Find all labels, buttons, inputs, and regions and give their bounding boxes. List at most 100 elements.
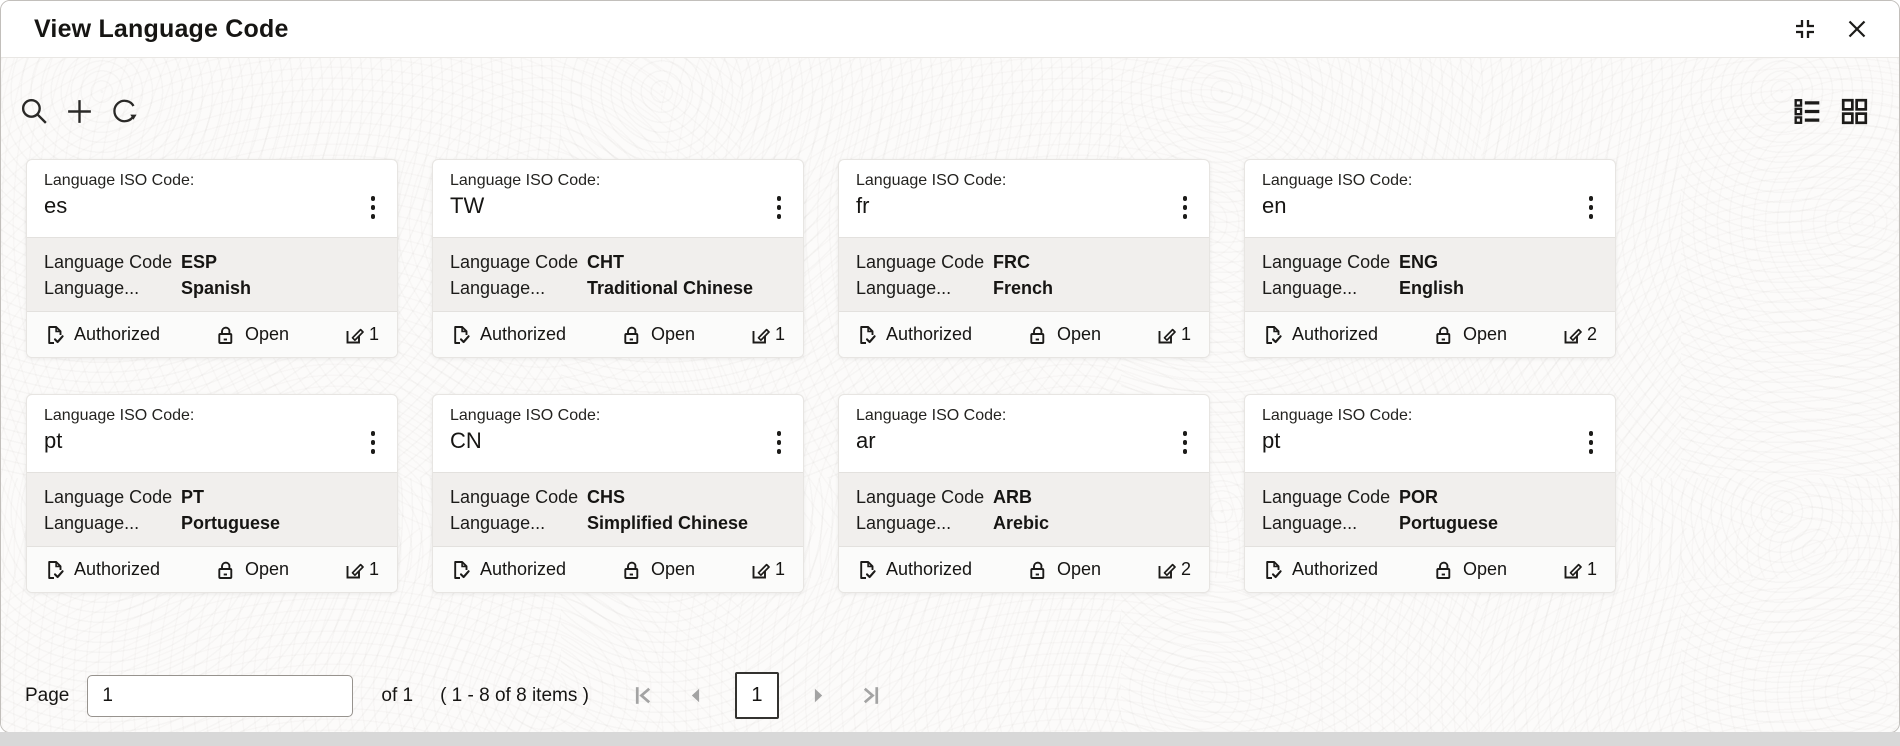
authorized-status: Authorized [1262,324,1378,346]
language-name-value: English [1399,278,1465,298]
authorized-status: Authorized [44,324,160,346]
language-code-label: Language Code [44,487,173,507]
authorized-icon [450,559,472,581]
language-code-label: Language Code [450,252,579,272]
language-card-cn: Language ISO Code: CN Language Code CHS L… [432,394,804,593]
language-name-value: French [993,278,1054,298]
language-code-value: PT [181,487,205,507]
language-name-value: Spanish [181,278,252,298]
iso-code-label: Language ISO Code: [1262,172,1413,189]
iso-code-value: TW [450,193,485,218]
first-page-icon [635,687,651,704]
authorized-icon [44,324,66,346]
previous-page-button[interactable] [682,681,711,710]
collapse-icon [1796,20,1814,38]
language-name-label: Language... [44,278,140,298]
unlock-icon [1433,324,1455,346]
search-button[interactable] [19,96,50,127]
unlock-icon [621,559,643,581]
card-menu-button[interactable] [363,425,384,460]
card-menu-button[interactable] [1175,425,1196,460]
edit-count: 1 [1562,559,1597,581]
language-name-value: Traditional Chinese [587,278,754,298]
language-code-label: Language Code [1262,487,1391,507]
close-button[interactable] [1842,14,1872,44]
search-icon [21,98,47,124]
language-card-fr: Language ISO Code: fr Language Code FRC L… [838,159,1210,358]
edit-icon [1562,324,1584,346]
language-code-value: CHT [587,252,624,272]
card-menu-button[interactable] [1581,425,1602,460]
open-status: Open [1027,324,1101,346]
iso-code-label: Language ISO Code: [44,172,195,189]
language-code-value: ENG [1399,252,1439,272]
list-view-icon [1794,98,1820,124]
last-page-button[interactable] [856,681,885,710]
page-input[interactable] [87,674,354,717]
refresh-button[interactable] [109,96,139,126]
authorized-icon [856,324,878,346]
page-title: View Language Code [34,14,289,43]
iso-code-label: Language ISO Code: [856,172,1007,189]
authorized-status: Authorized [1262,559,1378,581]
iso-code-value: es [44,193,68,218]
edit-count: 1 [750,559,785,581]
iso-code-label: Language ISO Code: [450,407,601,424]
grid-view-button[interactable] [1840,97,1869,126]
first-page-button[interactable] [629,681,658,710]
unlock-icon [621,324,643,346]
open-status: Open [1433,324,1507,346]
pagination-bar: Page of 1 ( 1 - 8 of 8 items ) 1 [25,672,1899,719]
next-page-button[interactable] [803,681,832,710]
open-status: Open [621,324,695,346]
iso-code-value: fr [856,193,870,218]
card-menu-button[interactable] [769,190,790,225]
edit-count: 1 [344,324,379,346]
previous-page-icon [691,688,700,703]
edit-count: 1 [1156,324,1191,346]
edit-icon [344,324,366,346]
authorized-icon [44,559,66,581]
language-code-label: Language Code [856,252,985,272]
iso-code-value: ar [856,428,876,453]
language-name-label: Language... [856,278,952,298]
collapse-button[interactable] [1790,14,1820,44]
language-code-value: FRC [993,252,1030,272]
edit-icon [1562,559,1584,581]
authorized-status: Authorized [450,324,566,346]
language-code-label: Language Code [1262,252,1391,272]
language-name-label: Language... [1262,278,1358,298]
open-status: Open [215,324,289,346]
edit-icon [344,559,366,581]
authorized-icon [856,559,878,581]
unlock-icon [1433,559,1455,581]
language-card-ar: Language ISO Code: ar Language Code ARB L… [838,394,1210,593]
language-code-value: POR [1399,487,1439,507]
open-status: Open [1027,559,1101,581]
edit-count: 2 [1156,559,1191,581]
next-page-icon [814,688,823,703]
iso-code-label: Language ISO Code: [856,407,1007,424]
page-of-text: of 1 [381,684,414,706]
unlock-icon [215,559,237,581]
edit-count: 2 [1562,324,1597,346]
unlock-icon [1027,559,1049,581]
language-name-value: Simplified Chinese [587,513,749,533]
current-page-button[interactable]: 1 [734,672,779,719]
card-menu-button[interactable] [769,425,790,460]
card-menu-button[interactable] [363,190,384,225]
edit-icon [750,559,772,581]
edit-icon [1156,324,1178,346]
language-code-label: Language Code [450,487,579,507]
language-name-label: Language... [450,513,546,533]
add-button[interactable] [64,96,95,127]
card-menu-button[interactable] [1581,190,1602,225]
card-menu-button[interactable] [1175,190,1196,225]
open-status: Open [215,559,289,581]
list-view-button[interactable] [1793,97,1822,126]
iso-code-value: en [1262,193,1287,218]
language-card-tw: Language ISO Code: TW Language Code CHT L… [432,159,804,358]
edit-count: 1 [344,559,379,581]
language-name-label: Language... [1262,513,1358,533]
